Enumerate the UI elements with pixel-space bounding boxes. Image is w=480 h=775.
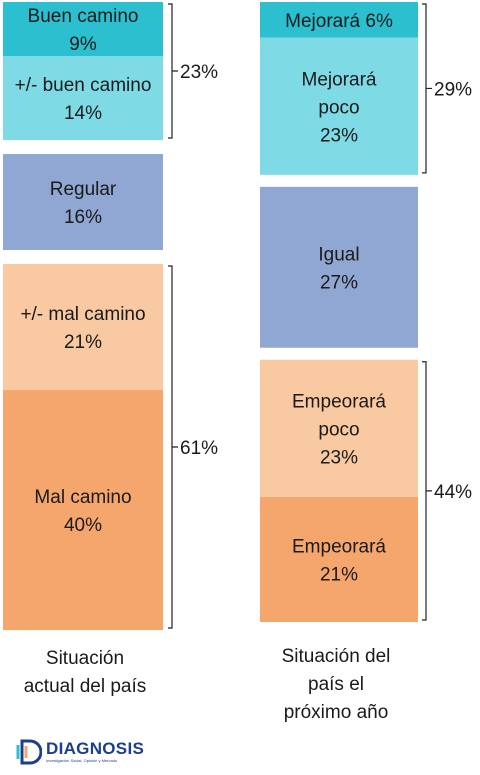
bar-1-segment-2-label: Igual 27% (318, 244, 359, 293)
logo-wordmark: DIAGNOSIS (46, 739, 145, 758)
bar-0-group-0-bracket (168, 3, 178, 139)
x-category-label-1: Situación del país el próximo año (281, 646, 391, 723)
bar-1-group-0-total-label: 29% (434, 79, 472, 100)
bar-0-segment-1-label: +/- buen camino 14% (15, 75, 152, 124)
bar-1-segment-4-label: Empeorará 21% (292, 536, 386, 585)
bar-0-segment-3 (3, 264, 163, 390)
bar-0-segment-0 (3, 2, 163, 56)
bar-1-segment-0-label: Mejorará 6% (285, 11, 393, 32)
bar-0-segment-0-label: Buen camino 9% (28, 6, 139, 55)
bar-1-segment-2 (260, 186, 418, 348)
bar-0-segment-2-label: Regular 16% (50, 179, 117, 228)
bar-1-group-1-bracket (422, 361, 432, 621)
bar-0-group-1-bracket (168, 265, 178, 629)
logo-tagline: Investigación Social, Opinión y Mercado (46, 758, 118, 763)
bar-0-group-1-total-label: 61% (180, 438, 218, 459)
bar-1-group-1-total-label: 44% (434, 482, 472, 503)
bar-1-segment-1 (260, 37, 418, 175)
bar-0-segment-4-label: Mal camino 40% (34, 487, 131, 536)
bar-0-segment-4 (3, 390, 163, 630)
x-category-label-0: Situación actual del país (23, 648, 147, 697)
bar-1-segment-0 (260, 2, 418, 38)
bar-0-segment-3-label: +/- mal camino 21% (20, 304, 145, 353)
bar-1-group-0-bracket (422, 3, 432, 174)
diagnosis-logo-icon (16, 739, 42, 765)
stacked-bar-chart: Buen camino 9% +/- buen camino 14% Regular 16… (3, 2, 472, 630)
bar-1-segment-3 (260, 359, 418, 497)
bar-0-segment-2 (3, 154, 163, 250)
bar-0-segment-1 (3, 56, 163, 140)
bar-1-segment-1-label: Mejorará poco 23% (302, 69, 377, 146)
bar-1-segment-3-label: Empeorará poco 23% (292, 391, 386, 468)
bar-1-segment-4 (260, 496, 418, 622)
bar-0-group-0-total-label: 23% (180, 62, 218, 83)
